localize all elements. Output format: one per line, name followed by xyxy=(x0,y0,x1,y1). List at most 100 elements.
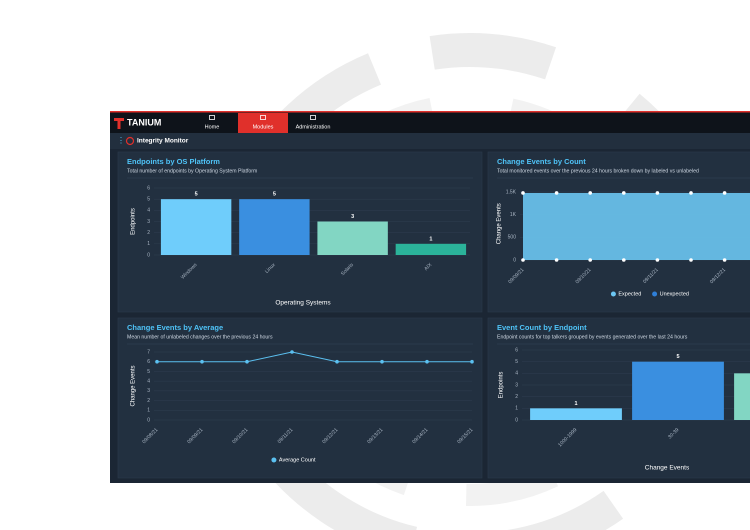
y-tick-label: 500 xyxy=(508,235,517,241)
menu-icon[interactable]: ⋮ xyxy=(117,136,125,145)
point xyxy=(554,191,559,195)
logo-icon xyxy=(114,118,124,129)
point xyxy=(689,191,693,195)
y-tick-label: 1.5K xyxy=(506,189,517,195)
y-tick-label: 7 xyxy=(147,349,150,355)
bar-value-label: 1 xyxy=(574,401,577,407)
panel-subtitle: Total monitored events over the previous… xyxy=(497,168,699,174)
x-axis-label: Change Events xyxy=(645,465,690,472)
y-tick-label: 0 xyxy=(515,417,518,423)
point xyxy=(380,359,384,364)
module-icon xyxy=(125,136,135,146)
y-tick-label: 6 xyxy=(515,347,518,353)
point xyxy=(588,258,592,262)
bar xyxy=(530,408,622,420)
point xyxy=(655,258,660,262)
y-tick-label: 2 xyxy=(515,394,518,400)
y-tick-label: 1 xyxy=(147,408,150,414)
y-axis-label: Endpoints xyxy=(499,372,505,399)
panel-title: Endpoints by OS Platform xyxy=(127,157,220,166)
y-axis-label: Change Events xyxy=(131,365,137,406)
y-tick-label: 4 xyxy=(515,371,518,377)
point xyxy=(245,359,249,364)
point xyxy=(689,258,693,262)
panel-subtitle: Endpoint counts for top talkers grouped … xyxy=(497,334,688,340)
y-axis-label: Change Events xyxy=(497,203,503,244)
active-tab xyxy=(238,113,288,133)
bar-value-label: 5 xyxy=(676,354,679,360)
panel-title: Event Count by Endpoint xyxy=(497,323,587,332)
y-tick-label: 5 xyxy=(147,369,150,375)
page-title: Integrity Monitor xyxy=(137,138,189,145)
bar xyxy=(239,199,310,255)
point xyxy=(655,191,660,195)
point xyxy=(470,359,474,364)
y-tick-label: 5 xyxy=(147,196,150,202)
nav-tab[interactable]: Modules xyxy=(253,124,274,130)
bar xyxy=(632,361,724,420)
legend-label: Unexpected xyxy=(660,291,689,297)
y-tick-label: 1 xyxy=(515,406,518,412)
bar-value-label: 5 xyxy=(273,192,276,198)
point xyxy=(588,191,592,195)
bar xyxy=(317,221,388,255)
tab-icon xyxy=(310,115,316,120)
point xyxy=(335,359,339,364)
panel xyxy=(117,317,483,479)
bar xyxy=(160,199,232,255)
y-tick-label: 1K xyxy=(510,212,517,218)
panel-subtitle: Total number of endpoints by Operating S… xyxy=(127,168,257,174)
legend-label: Average Count xyxy=(279,457,316,463)
legend-marker xyxy=(652,291,658,297)
point xyxy=(200,359,204,364)
y-axis-label: Endpoints xyxy=(131,208,137,235)
bar-value-label: 5 xyxy=(195,192,198,198)
y-tick-label: 6 xyxy=(147,359,150,365)
y-tick-label: 3 xyxy=(147,388,150,394)
y-tick-label: 3 xyxy=(147,219,150,225)
y-tick-label: 5 xyxy=(515,359,518,365)
nav-tab[interactable]: Home xyxy=(205,124,220,130)
y-tick-label: 4 xyxy=(147,378,150,384)
bar-value-label: 1 xyxy=(429,236,432,242)
y-tick-label: 6 xyxy=(147,185,150,191)
area xyxy=(523,192,750,260)
point xyxy=(622,258,626,262)
panel-subtitle: Mean number of unlabeled changes over th… xyxy=(127,334,273,340)
tab-icon xyxy=(209,115,215,120)
bar xyxy=(734,373,750,420)
y-tick-label: 4 xyxy=(147,208,150,214)
legend-marker xyxy=(610,291,616,297)
point xyxy=(722,191,727,195)
point xyxy=(521,191,525,195)
panel-title: Change Events by Average xyxy=(127,323,223,332)
x-tick-label: AIX xyxy=(423,262,433,272)
panel-title: Change Events by Count xyxy=(497,157,586,166)
point xyxy=(521,258,525,262)
y-tick-label: 0 xyxy=(147,252,150,258)
tab-icon xyxy=(260,115,266,120)
y-tick-label: 3 xyxy=(515,382,518,388)
point xyxy=(290,350,294,354)
x-axis-label: Operating Systems xyxy=(275,300,331,307)
bar xyxy=(395,243,467,255)
line xyxy=(157,351,472,363)
point xyxy=(155,359,159,364)
legend-label: Expected xyxy=(618,291,641,297)
y-tick-label: 2 xyxy=(147,398,150,404)
sub-header xyxy=(110,133,750,149)
legend-marker xyxy=(271,457,277,463)
logo-text: TANIUM xyxy=(127,117,161,127)
y-tick-label: 1 xyxy=(147,241,150,247)
point xyxy=(425,359,429,364)
y-tick-label: 0 xyxy=(147,417,150,423)
point xyxy=(554,258,559,262)
point xyxy=(722,258,727,262)
nav-accent xyxy=(110,111,750,113)
point xyxy=(622,191,626,195)
y-tick-label: 0 xyxy=(513,257,516,263)
y-tick-label: 2 xyxy=(147,230,150,236)
nav-tab[interactable]: Administration xyxy=(296,124,331,130)
